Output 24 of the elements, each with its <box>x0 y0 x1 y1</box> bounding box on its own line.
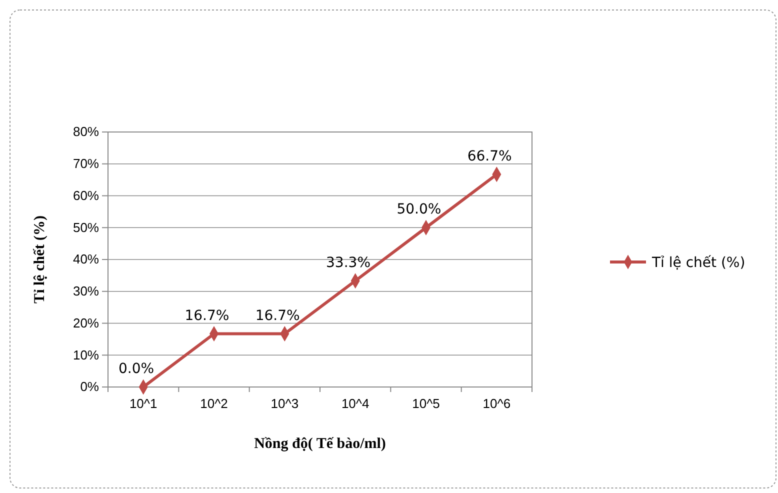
x-tick-label: 10^4 <box>341 396 370 412</box>
data-label: 33.3% <box>326 254 371 271</box>
x-tick-label: 10^5 <box>412 396 440 412</box>
y-tick-label: 80% <box>72 124 100 140</box>
x-tick-label: 10^3 <box>270 396 299 412</box>
x-tick-label: 10^1 <box>129 396 158 412</box>
data-label: 0.0% <box>118 361 154 377</box>
y-tick-label: 30% <box>72 284 100 299</box>
y-tick-label: 0% <box>80 379 100 394</box>
y-tick-label: 20% <box>72 315 100 330</box>
data-label: 66.7% <box>467 148 512 164</box>
y-axis-title: Tỉ lệ chết (%) <box>32 216 48 304</box>
x-tick-label: 10^2 <box>200 396 228 412</box>
y-tick-label: 60% <box>72 188 100 203</box>
x-tick-label: 10^6 <box>482 396 511 412</box>
x-axis-title: Nồng độ( Tế bào/ml) <box>254 436 386 452</box>
data-label: 16.7% <box>184 308 230 324</box>
y-tick-label: 50% <box>72 220 100 235</box>
y-tick-label: 10% <box>72 347 100 362</box>
data-label: 50.0% <box>396 202 442 218</box>
legend-label: Tỉ lệ chết (%) <box>651 255 746 271</box>
y-tick-label: 40% <box>72 252 100 267</box>
data-label: 16.7% <box>255 308 300 324</box>
y-tick-label: 70% <box>72 156 100 172</box>
